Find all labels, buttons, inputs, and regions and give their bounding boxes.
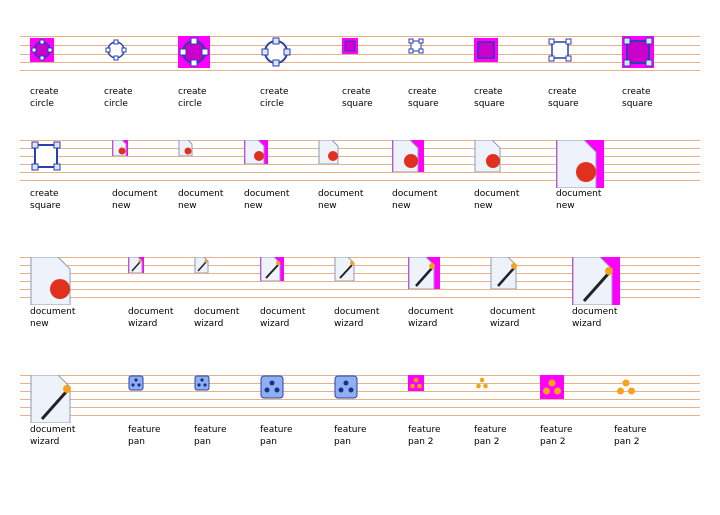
icon-label: create square: [30, 189, 61, 211]
icon-label: create circle: [104, 87, 133, 109]
create-circle-icon: [178, 36, 210, 68]
icon-label: document wizard: [128, 307, 174, 329]
icon-label: feature pan: [194, 425, 227, 447]
document-wizard-icon: [128, 257, 144, 273]
icon-label: feature pan 2: [474, 425, 507, 447]
feature-pan-2-icon: [408, 375, 424, 391]
feature-pan-2-icon: [476, 377, 488, 389]
icon-label: document new: [474, 189, 520, 211]
document-new-icon: [178, 140, 193, 156]
create-square-icon: [342, 38, 358, 54]
icon-label: document wizard: [194, 307, 240, 329]
document-wizard-icon: [30, 375, 71, 423]
icon-label: create circle: [178, 87, 207, 109]
feature-pan-icon: [260, 375, 284, 399]
icon-label: feature pan: [260, 425, 293, 447]
icon-label: document new: [112, 189, 158, 211]
document-wizard-icon: [572, 257, 620, 305]
create-circle-icon: [30, 38, 54, 62]
create-square-icon: [548, 38, 572, 62]
icon-label: document new: [318, 189, 364, 211]
icon-label: document wizard: [260, 307, 306, 329]
icon-label: document wizard: [30, 425, 76, 447]
icon-label: create square: [474, 87, 505, 109]
feature-pan-icon: [334, 375, 358, 399]
icon-label: document wizard: [334, 307, 380, 329]
document-wizard-icon: [408, 257, 440, 289]
document-wizard-icon: [334, 257, 355, 281]
icon-label: document new: [392, 189, 438, 211]
icon-label: create square: [548, 87, 579, 109]
document-new-icon: [244, 140, 268, 164]
feature-pan-icon: [128, 375, 144, 391]
create-square-icon: [474, 38, 498, 62]
create-circle-icon: [261, 37, 291, 67]
icon-label: create square: [622, 87, 653, 109]
icon-label: create square: [342, 87, 373, 109]
document-wizard-icon: [194, 257, 209, 273]
document-new-icon: [318, 140, 339, 164]
document-new-icon: [30, 257, 71, 305]
feature-pan-icon: [194, 375, 210, 391]
document-wizard-icon: [260, 257, 284, 281]
icon-label: feature pan: [334, 425, 367, 447]
icon-label: feature pan: [128, 425, 161, 447]
icon-label: document new: [178, 189, 224, 211]
icon-label: document wizard: [490, 307, 536, 329]
document-wizard-icon: [490, 257, 517, 289]
feature-pan-2-icon: [540, 375, 564, 399]
icon-label: document new: [30, 307, 76, 329]
icon-label: document new: [556, 189, 602, 211]
create-square-icon: [408, 38, 424, 54]
document-new-icon: [112, 140, 128, 156]
create-circle-icon: [105, 39, 127, 61]
feature-pan-2-icon: [617, 379, 635, 395]
icon-label: document wizard: [572, 307, 618, 329]
icon-label: feature pan 2: [614, 425, 647, 447]
icon-label: document wizard: [408, 307, 454, 329]
icon-label: create square: [408, 87, 439, 109]
icon-label: feature pan 2: [408, 425, 441, 447]
icon-label: document new: [244, 189, 290, 211]
create-square-icon: [622, 36, 654, 68]
document-new-icon: [474, 140, 501, 172]
icon-label: create circle: [30, 87, 59, 109]
document-new-icon: [392, 140, 424, 172]
create-square-icon: [31, 141, 61, 171]
document-new-icon: [556, 140, 604, 188]
icon-label: feature pan 2: [540, 425, 573, 447]
icon-label: create circle: [260, 87, 289, 109]
